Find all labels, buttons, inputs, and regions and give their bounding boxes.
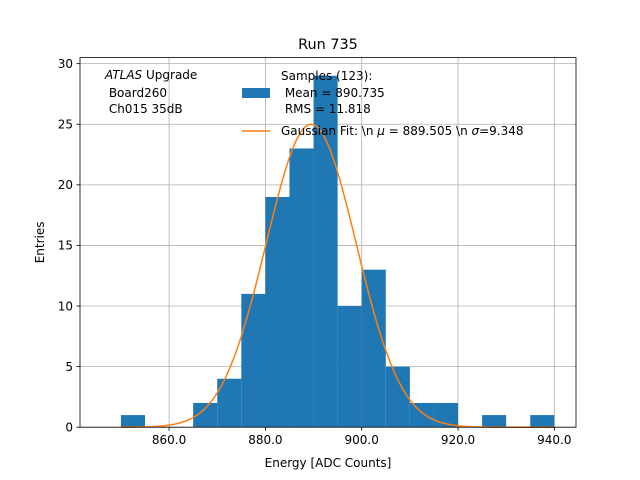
annotation-upgrade: Upgrade: [142, 68, 197, 82]
y-axis-label: Entries: [33, 222, 47, 264]
histogram-bar: [482, 415, 507, 428]
x-tick-label: 920.0: [441, 433, 475, 447]
histogram-bar: [241, 293, 266, 428]
annotation-line-3: Ch015 35dB: [105, 102, 183, 116]
histogram-bar: [361, 269, 386, 428]
legend-fit-label: Gaussian Fit: \n μ = 889.505 \n σ=9.348: [281, 124, 524, 138]
y-tick-label: 15: [58, 239, 73, 253]
y-tick-label: 30: [58, 57, 73, 71]
x-axis-ticks: 860.0 880.0 900.0 920.0 940.0: [152, 427, 572, 447]
histogram-bar: [530, 415, 555, 428]
x-axis-label: Energy [ADC Counts]: [265, 456, 392, 470]
legend-samples-line-3: RMS = 11.818: [281, 102, 371, 116]
legend-fit-mid: = 889.505 \n: [385, 124, 472, 138]
histogram-bar: [409, 402, 434, 428]
y-tick-label: 0: [65, 421, 73, 435]
legend-samples-line-2: Mean = 890.735: [281, 86, 385, 100]
legend: Samples (123): Mean = 890.735 RMS = 11.8…: [242, 69, 524, 138]
histogram-bar: [385, 366, 410, 428]
y-tick-label: 5: [65, 360, 73, 374]
x-tick-label: 860.0: [152, 433, 186, 447]
annotation-line-2: Board260: [105, 86, 167, 100]
y-axis-ticks: 0 5 10 15 20 25 30: [58, 57, 80, 435]
legend-swatch-histogram: [242, 88, 270, 98]
plot-frame: [79, 57, 577, 428]
histogram-bar: [337, 306, 362, 428]
x-tick-label: 880.0: [248, 433, 282, 447]
histogram-bar: [265, 196, 290, 428]
legend-fit-sigma: σ: [472, 124, 480, 138]
legend-samples-line-1: Samples (123):: [281, 69, 372, 83]
histogram-bars: [120, 75, 555, 428]
chart-title: Run 735: [298, 37, 358, 53]
y-tick-label: 10: [58, 299, 73, 313]
legend-fit-suffix: =9.348: [479, 124, 523, 138]
x-tick-label: 940.0: [537, 433, 571, 447]
histogram-bar: [313, 75, 338, 428]
atlas-annotation: ATLAS Upgrade Board260 Ch015 35dB: [104, 68, 197, 116]
y-tick-label: 25: [58, 118, 73, 132]
annotation-atlas: ATLAS: [104, 68, 143, 82]
annotation-line-1: ATLAS Upgrade: [104, 68, 197, 82]
y-tick-label: 20: [58, 178, 73, 192]
histogram-bar: [120, 415, 146, 428]
legend-fit-prefix: Gaussian Fit: \n: [281, 124, 377, 138]
legend-fit-mu: μ: [376, 124, 385, 138]
histogram-bar: [289, 148, 314, 428]
x-tick-label: 900.0: [345, 433, 379, 447]
